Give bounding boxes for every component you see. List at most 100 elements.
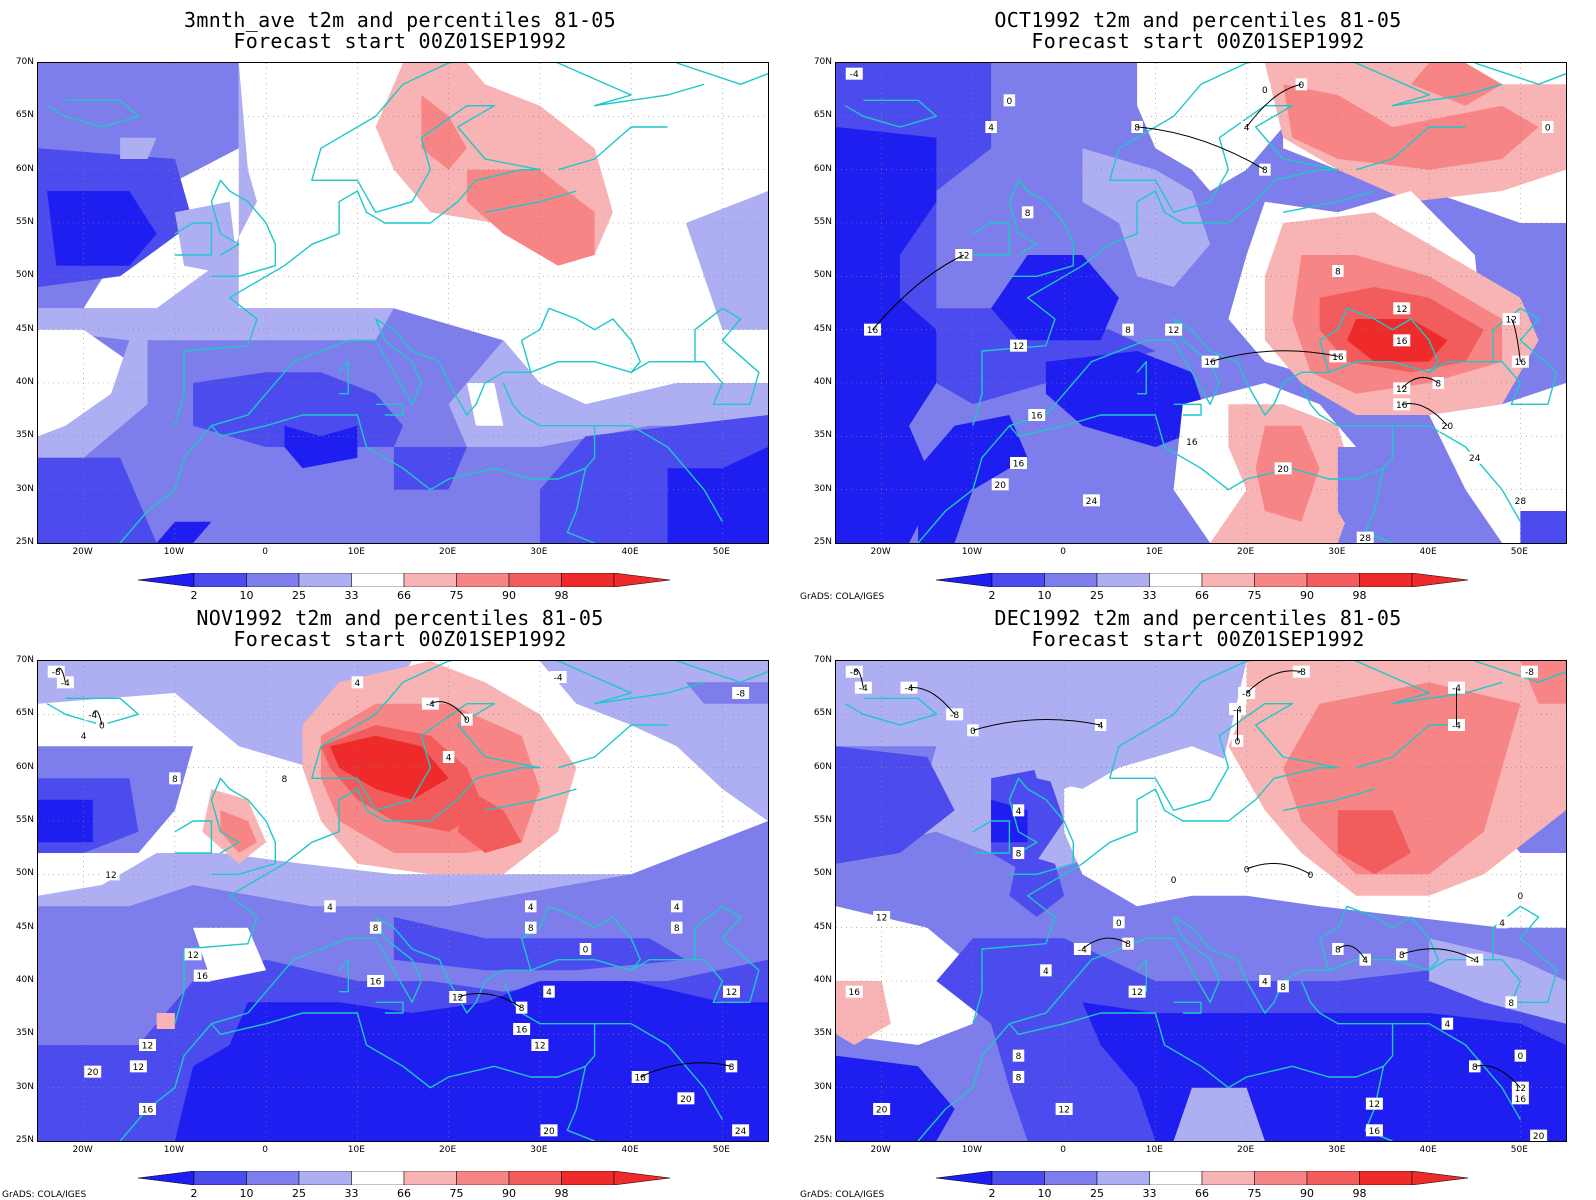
contour-label: 8 (515, 1001, 528, 1014)
colorbar-segment (1306, 1171, 1360, 1185)
colorbar-segment (1306, 573, 1360, 587)
grads-credit: GrADS: COLA/IGES (800, 1190, 885, 1200)
contour-label: 20 (1274, 462, 1292, 475)
lat-label: 55N (813, 815, 832, 825)
percentile-region (1082, 1002, 1566, 1141)
colorbar-label: 98 (1352, 1187, 1367, 1200)
svg-text:4: 4 (1445, 1020, 1451, 1030)
lat-label: 45N (813, 323, 832, 334)
lon-label: 20W (72, 1145, 93, 1155)
panel-subtitle: Forecast start 00Z01SEP1992 (1031, 627, 1365, 651)
grads-credit: GrADS: COLA/IGES (2, 1190, 87, 1200)
grads-credit: GrADS: COLA/IGES (800, 592, 885, 602)
colorbar-label: 66 (397, 589, 411, 602)
panel-subtitle: Forecast start 00Z01SEP1992 (233, 29, 567, 53)
coastline (566, 1066, 595, 1141)
coastline (566, 468, 595, 543)
svg-text:12: 12 (1168, 326, 1179, 336)
coastline (917, 425, 1010, 543)
contour-label: 8 (1021, 206, 1034, 219)
colorbar-segment (298, 1171, 352, 1185)
lon-label: 40E (1419, 1145, 1437, 1155)
contour-label: 8 (1469, 1060, 1481, 1073)
colorbar-segment (1044, 573, 1098, 587)
lon-label: 40E (1419, 547, 1437, 557)
lat-label: 40N (15, 975, 34, 985)
contour-label: 8 (1012, 1049, 1025, 1062)
svg-text:12: 12 (1515, 1084, 1526, 1094)
contour-label: 12 (1128, 985, 1146, 998)
coastline (174, 63, 705, 426)
coastline (1364, 468, 1393, 543)
contour-label: 16 (1365, 1124, 1383, 1137)
svg-text:16: 16 (516, 1026, 528, 1036)
coastline (1008, 179, 1075, 278)
contour-label: 24 (732, 1124, 750, 1137)
svg-text:4: 4 (327, 903, 333, 913)
lat-label: 55N (15, 815, 34, 825)
contour-label: 8 (1432, 377, 1444, 390)
percentile-region (1520, 511, 1566, 543)
contour-label: 0 (1259, 83, 1271, 96)
panel-oct1992: OCT1992 t2m and percentiles 81-05 Foreca… (798, 0, 1596, 602)
percentile-region (238, 63, 394, 255)
lat-label: 45N (813, 921, 832, 932)
lat-label: 65N (15, 708, 34, 719)
contour-label: 4 (1012, 804, 1025, 817)
colorbar-label: 98 (1352, 589, 1367, 602)
colorbar-segment (508, 573, 562, 587)
lon-label: 20W (72, 547, 93, 557)
svg-text:8: 8 (282, 775, 288, 785)
svg-text:-4: -4 (859, 684, 868, 694)
colorbar (138, 573, 670, 587)
contour-label: 8 (1131, 121, 1143, 134)
svg-text:-8: -8 (950, 711, 959, 721)
contour-label: 20 (1530, 1129, 1548, 1141)
colorbar-segment (193, 573, 247, 587)
lat-label: 70N (813, 655, 832, 665)
contour-label: 8 (369, 921, 382, 934)
contour-label: 8 (1012, 847, 1025, 860)
svg-text:8: 8 (1016, 1074, 1022, 1084)
contour-label: 16 (139, 1103, 156, 1116)
map-area: -8 -4 -4 -8 0 4 -8 -8 -4 0 -4 -4 -8 4 8 0 0 0 0 12 0 4 8 -4 8 4 8-… (835, 660, 1567, 1142)
contour-label: 4 (671, 900, 683, 913)
svg-text:12: 12 (452, 994, 463, 1004)
percentile-region (1337, 447, 1466, 543)
svg-text:-8: -8 (1297, 668, 1306, 678)
lon-label: 20E (1237, 1145, 1255, 1155)
colorbar-label: 25 (292, 589, 306, 602)
svg-text:20: 20 (543, 1127, 555, 1137)
contour-label: 8 (1122, 323, 1134, 336)
percentile-region (836, 1055, 955, 1141)
lat-label: 45N (15, 323, 34, 334)
svg-text:24: 24 (1086, 497, 1098, 507)
lat-label: 25N (15, 1135, 34, 1145)
panel-nov1992: NOV1992 t2m and percentiles 81-05 Foreca… (0, 598, 798, 1200)
percentile-region (174, 981, 768, 1141)
colorbar-label: 90 (502, 589, 516, 602)
lon-label: 0 (262, 547, 268, 557)
contour-label: 12 (1010, 339, 1027, 352)
contour-label: 8 (1396, 948, 1408, 961)
map-area (37, 62, 769, 544)
svg-text:16: 16 (1332, 353, 1344, 363)
colorbar-segment (1254, 573, 1308, 587)
colorbar-label: 33 (344, 1187, 359, 1200)
svg-text:0: 0 (1116, 919, 1122, 929)
contour-label: 16 (864, 323, 881, 336)
coastline (210, 777, 277, 876)
percentile-region (156, 521, 212, 543)
svg-text:8: 8 (1016, 1052, 1022, 1062)
svg-text:8: 8 (1335, 946, 1341, 956)
lon-label: 0 (1060, 547, 1066, 557)
svg-text:12: 12 (1131, 988, 1142, 998)
lat-label: 60N (15, 761, 34, 772)
contour-label: 16 (845, 985, 863, 998)
colorbar-segment (1359, 1171, 1413, 1185)
colorbar (936, 573, 1468, 587)
svg-text:-8: -8 (736, 690, 745, 700)
svg-text:12: 12 (534, 1042, 545, 1052)
lat-label: 40N (813, 975, 832, 985)
contour-label: 4 (985, 121, 997, 134)
